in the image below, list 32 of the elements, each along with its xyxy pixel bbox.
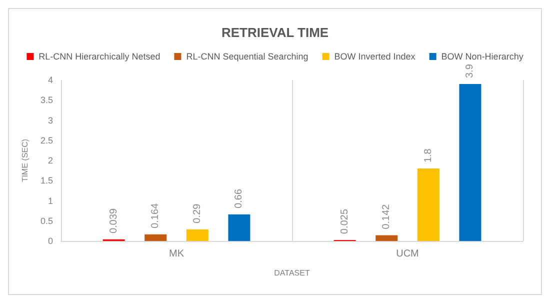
chart-title: RETRIEVAL TIME xyxy=(221,25,329,40)
bar xyxy=(186,229,208,241)
legend-label: RL-CNN Sequential Searching xyxy=(186,52,308,62)
legend-label: BOW Non-Hierarchy xyxy=(441,52,524,62)
y-axis-title: TIME (SEC) xyxy=(20,138,30,182)
bar xyxy=(376,235,398,241)
data-label: 0.66 xyxy=(234,188,245,208)
y-tick-label: 0 xyxy=(48,236,53,246)
y-tick-label: 1 xyxy=(48,196,53,206)
y-tick-label: 4 xyxy=(48,75,53,85)
data-label: 1.8 xyxy=(422,148,434,163)
data-label: 0.142 xyxy=(381,204,392,230)
legend-label: BOW Inverted Index xyxy=(334,52,416,62)
y-tick-label: 3.5 xyxy=(40,95,53,106)
y-tick-label: 1.5 xyxy=(40,176,53,186)
x-tick-label: MK xyxy=(169,248,184,260)
data-label: 3.9 xyxy=(464,64,476,78)
y-tick-label: 3 xyxy=(48,115,53,126)
bar xyxy=(459,84,482,241)
x-tick-label: UCM xyxy=(396,248,419,260)
data-label: 0.039 xyxy=(108,208,120,234)
data-label: 0.29 xyxy=(192,203,203,224)
y-tick-label: 0.5 xyxy=(40,216,53,226)
data-label: 0.164 xyxy=(150,202,162,228)
bar xyxy=(228,214,250,241)
bar xyxy=(144,234,167,241)
legend-label: RL-CNN Hierarchically Netsed xyxy=(38,52,160,62)
bar xyxy=(417,168,440,241)
y-tick-label: 2.5 xyxy=(40,135,53,146)
data-label: 0.025 xyxy=(339,208,350,234)
x-axis-title: DATASET xyxy=(274,268,310,278)
y-tick-label: 2 xyxy=(48,156,53,166)
